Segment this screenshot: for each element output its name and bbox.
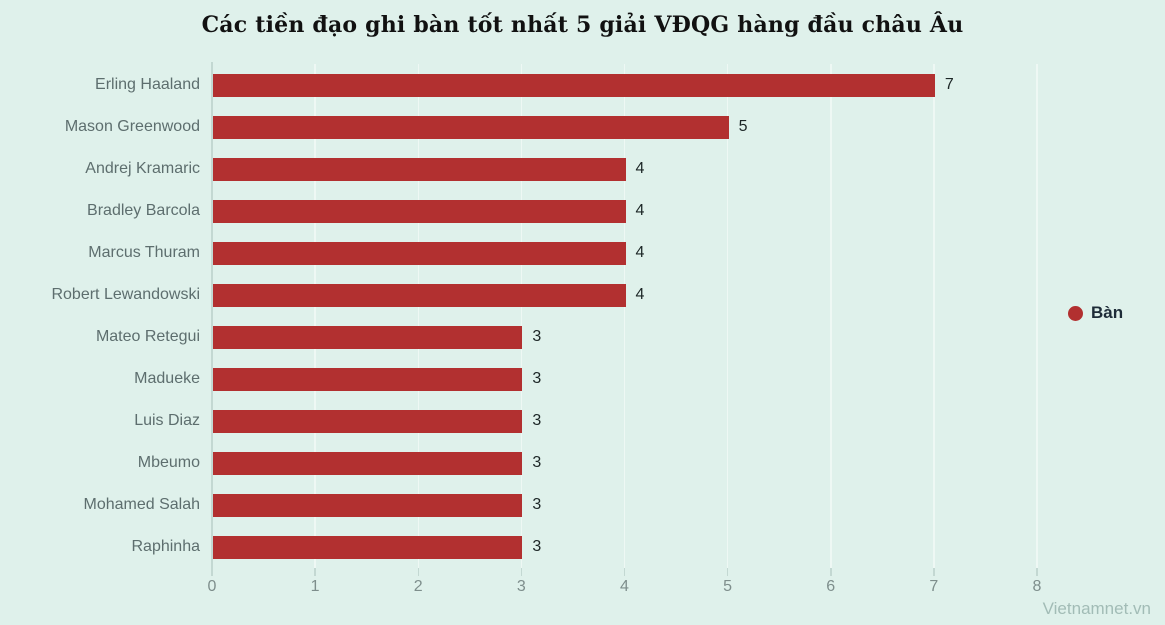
bar-raphinha (213, 535, 523, 559)
chart-row-mohamed-salah: Mohamed Salah 3 (0, 484, 1165, 526)
x-axis-tick-2 (417, 568, 419, 576)
x-axis-label-8: 8 (1032, 578, 1042, 595)
x-axis-label-3: 3 (516, 578, 526, 595)
value-label-mateo-retegui: 3 (532, 328, 542, 345)
legend-label: Bàn (1091, 303, 1124, 322)
x-axis-label-5: 5 (723, 578, 733, 595)
gridline-x-4 (623, 64, 626, 568)
legend-item-ban[interactable]: Bàn (1068, 300, 1123, 326)
bar-mohamed-salah (213, 493, 523, 517)
chart-row-madueke: Madueke 3 (0, 358, 1165, 400)
value-label-bradley-barcola: 4 (635, 202, 645, 219)
x-axis-tick-4 (623, 568, 626, 576)
bar-bradley-barcola (213, 199, 626, 223)
category-label-madueke: Madueke (134, 370, 200, 387)
value-label-raphinha: 3 (532, 538, 542, 555)
x-axis-label-6: 6 (826, 578, 836, 595)
gridline-x-2 (417, 64, 419, 568)
value-label-mohamed-salah: 3 (532, 496, 542, 513)
chart-row-marcus-thuram: Marcus Thuram 4 (0, 232, 1165, 274)
value-label-robert-lewandowski: 4 (635, 286, 645, 303)
category-label-mateo-retegui: Mateo Retegui (95, 328, 200, 345)
category-label-marcus-thuram: Marcus Thuram (88, 244, 200, 261)
x-axis-tick-0 (211, 568, 213, 576)
bar-marcus-thuram (213, 241, 626, 265)
x-axis-tick-5 (726, 568, 729, 576)
bar-mbeumo (213, 451, 523, 475)
chart-row-mateo-retegui: Mateo Retegui 3 (0, 316, 1165, 358)
x-axis-tick-8 (1036, 568, 1038, 576)
x-axis-tick-1 (314, 568, 316, 576)
chart-row-andrej-kramaric: Andrej Kramaric 4 (0, 148, 1165, 190)
bar-andrej-kramaric (213, 157, 626, 181)
bar-robert-lewandowski (213, 283, 626, 307)
chart-row-raphinha: Raphinha 3 (0, 526, 1165, 568)
category-label-mohamed-salah: Mohamed Salah (83, 496, 200, 513)
bar-mateo-retegui (213, 325, 523, 349)
value-label-madueke: 3 (532, 370, 542, 387)
x-axis-tick-7 (933, 568, 935, 576)
chart-row-mason-greenwood: Mason Greenwood 5 (0, 106, 1165, 148)
bar-mason-greenwood (213, 115, 729, 139)
value-label-erling-haaland: 7 (944, 76, 954, 93)
value-label-mbeumo: 3 (532, 454, 542, 471)
gridline-x-5 (726, 64, 729, 568)
chart-row-mbeumo: Mbeumo 3 (0, 442, 1165, 484)
category-label-andrej-kramaric: Andrej Kramaric (85, 160, 200, 177)
x-axis-label-2: 2 (413, 578, 423, 595)
x-axis-label-1: 1 (310, 578, 320, 595)
bar-erling-haaland (213, 73, 935, 97)
x-axis-label-0: 0 (207, 578, 217, 595)
value-label-andrej-kramaric: 4 (635, 160, 645, 177)
x-axis-tick-6 (830, 568, 832, 576)
category-label-luis-diaz: Luis Diaz (134, 412, 200, 429)
plot-area (212, 64, 1038, 568)
value-label-marcus-thuram: 4 (635, 244, 645, 261)
gridline-x-8 (1036, 64, 1038, 568)
bar-madueke (213, 367, 523, 391)
category-label-raphinha: Raphinha (131, 538, 201, 555)
category-axis-line (211, 62, 213, 568)
chart-row-bradley-barcola: Bradley Barcola 4 (0, 190, 1165, 232)
category-label-erling-haaland: Erling Haaland (95, 76, 200, 93)
gridline-x-1 (314, 64, 316, 568)
chart-row-erling-haaland: Erling Haaland 7 (0, 64, 1165, 106)
x-axis-tick-3 (520, 568, 523, 576)
chart-row-robert-lewandowski: Robert Lewandowski 4 (0, 274, 1165, 316)
gridline-x-6 (830, 64, 832, 568)
legend-marker-icon (1068, 305, 1083, 321)
value-label-mason-greenwood: 5 (738, 118, 748, 135)
category-label-bradley-barcola: Bradley Barcola (87, 202, 200, 219)
category-label-mbeumo: Mbeumo (137, 454, 200, 471)
category-label-robert-lewandowski: Robert Lewandowski (51, 286, 200, 303)
x-axis-label-4: 4 (620, 578, 629, 595)
watermark: Vietnamnet.vn (1042, 599, 1151, 618)
gridline-x-3 (520, 64, 523, 568)
bar-luis-diaz (213, 409, 523, 433)
value-label-luis-diaz: 3 (532, 412, 542, 429)
chart-row-luis-diaz: Luis Diaz 3 (0, 400, 1165, 442)
x-axis-label-7: 7 (929, 578, 939, 595)
chart-title: Các tiền đạo ghi bàn tốt nhất 5 giải VĐQ… (201, 12, 964, 38)
gridline-x-7 (933, 64, 935, 568)
category-label-mason-greenwood: Mason Greenwood (64, 118, 200, 135)
